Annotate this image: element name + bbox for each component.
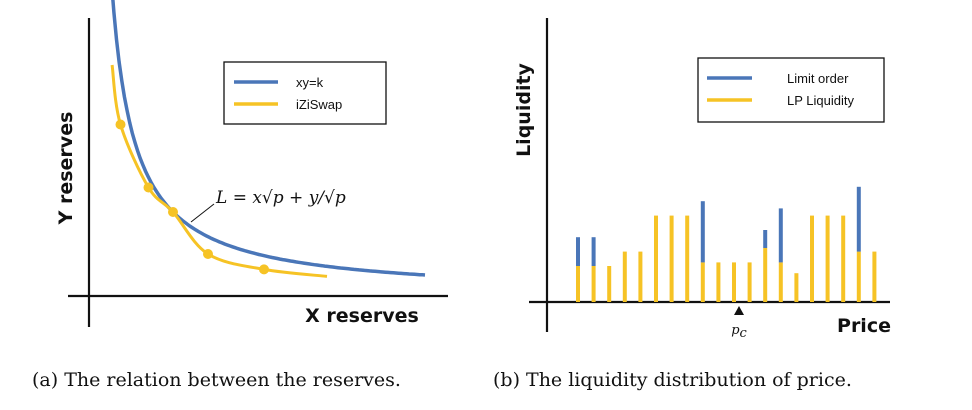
x-axis-label: Price: [837, 315, 891, 337]
bar-limit-order-9: [700, 201, 705, 263]
bar-limit-order-19: [856, 186, 861, 252]
bar-limit-order-13: [763, 230, 768, 248]
series-line-xyk: [111, 0, 426, 277]
formula-annotation: L = x√p + y/√p: [215, 188, 346, 208]
curves: [110, 0, 426, 278]
data-point-4: [203, 249, 213, 259]
data-point-5: [259, 264, 269, 275]
bar-lp-11: [732, 262, 736, 302]
annotation-leader: [190, 203, 215, 223]
bar-lp-1: [576, 266, 580, 302]
legend-label-limit-order: Limit order: [787, 71, 849, 86]
bar-lp-3: [607, 266, 612, 302]
bar-lp-19: [856, 251, 861, 302]
bar-limit-order-14: [778, 208, 783, 263]
bar-lp-9: [700, 262, 705, 302]
liquidity-chart: Liquidity Price pc Limit order LP Liquid…: [493, 18, 891, 391]
bar-lp-15: [794, 273, 799, 302]
bars: [576, 186, 877, 302]
bar-lp-12: [747, 262, 752, 302]
bar-lp-7: [669, 215, 674, 302]
price-marker: [734, 306, 744, 315]
bar-lp-2: [591, 266, 596, 302]
y-axis-label: Liquidity: [513, 62, 535, 156]
bar-lp-18: [841, 215, 846, 302]
bar-lp-4: [622, 251, 627, 302]
legend-label-xyk: xy=k: [296, 75, 324, 90]
legend-label-iziswap: iZiSwap: [296, 97, 342, 112]
data-point-1: [115, 119, 126, 130]
legend-box: [697, 57, 885, 123]
bar-lp-14: [778, 262, 783, 302]
caption-a: (a) The relation between the reserves.: [32, 369, 401, 391]
legend-box: [223, 61, 387, 125]
bar-lp-20: [872, 251, 877, 302]
bar-lp-16: [810, 215, 814, 302]
bar-lp-8: [685, 215, 690, 302]
data-point-3: [168, 207, 178, 217]
legend-b: Limit order LP Liquidity: [697, 57, 885, 123]
bar-lp-17: [825, 215, 830, 302]
caption-b: (b) The liquidity distribution of price.: [493, 369, 852, 391]
bar-limit-order-1: [576, 237, 580, 266]
legend-label-lp-liquidity: LP Liquidity: [787, 93, 854, 108]
bar-lp-6: [654, 215, 658, 302]
price-tick-label: pc: [731, 323, 747, 341]
y-axis-label: Y reserves: [55, 112, 77, 226]
bar-lp-10: [716, 262, 721, 302]
bar-limit-order-2: [591, 237, 596, 266]
data-point-2: [143, 182, 154, 193]
reserves-chart: Y reserves X reserves L = x√p + y/√p xy=…: [32, 0, 448, 391]
bar-lp-13: [763, 248, 768, 302]
x-axis-label: X reserves: [305, 305, 419, 327]
curve-markers: [115, 119, 269, 275]
bar-lp-5: [638, 251, 643, 302]
legend-a: xy=k iZiSwap: [223, 61, 387, 125]
